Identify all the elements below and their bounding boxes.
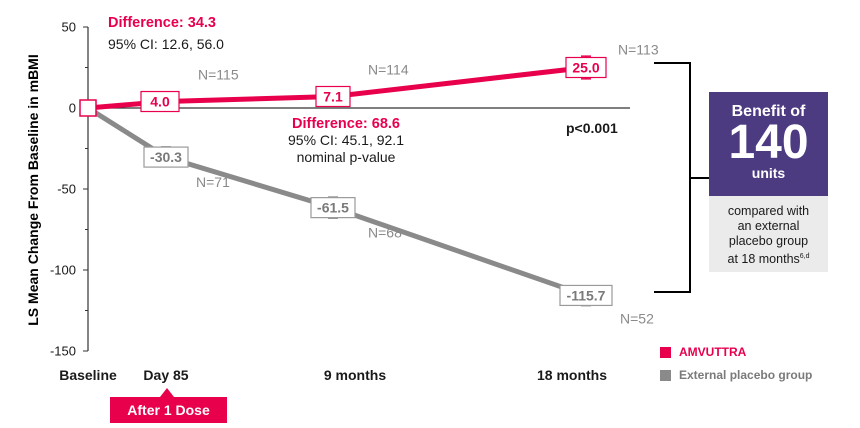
data-label-placebo: -61.5	[317, 200, 349, 216]
data-label-box-placebo	[143, 146, 189, 168]
legend-item-placebo: External placebo group	[660, 368, 812, 382]
difference-1-heading: Difference: 34.3	[108, 15, 216, 31]
data-label-box-placebo	[559, 284, 613, 307]
legend-swatch-placebo	[660, 369, 671, 381]
benefit-note-line: compared with	[727, 204, 810, 218]
y-tick-label: -50	[57, 182, 76, 197]
chart-plot: 4.0 7.1 25.0 -30.3 -61.5 -115.7 N=115 N=114 N=11…	[79, 42, 659, 326]
y-axis-label: LS Mean Change From Baseline in mBMI	[25, 54, 41, 326]
chart-axes: 50 0 -50 -100 -150 Baseline Day 85 9 months 18 m…	[50, 20, 630, 383]
after-dose-badge: After 1 Dose	[110, 397, 227, 423]
y-tick-label: -150	[50, 344, 76, 359]
n-label-placebo: N=68	[368, 225, 402, 241]
series-line-placebo	[86, 105, 587, 298]
y-tick-label: 50	[62, 20, 76, 35]
data-label-box-amvuttra	[565, 56, 607, 79]
benefit-note-line: an external	[737, 219, 800, 233]
benefit-note: compared with an external placebo group …	[709, 196, 828, 272]
x-tick-label: 18 months	[537, 367, 607, 383]
benefit-note-line: placebo group	[728, 234, 809, 248]
legend-label-placebo: External placebo group	[679, 368, 813, 382]
legend-label-amvuttra: AMVUTTRA	[679, 345, 747, 359]
n-label-placebo: N=71	[196, 174, 230, 190]
benefit-line1: Benefit of	[731, 103, 806, 120]
after-dose-pointer	[160, 388, 174, 397]
benefit-bracket	[654, 62, 709, 293]
data-label-placebo: -30.3	[150, 149, 182, 165]
data-label-box-placebo	[310, 197, 356, 219]
n-label-placebo: N=52	[620, 310, 654, 326]
x-tick-label: Baseline	[59, 367, 117, 383]
data-label-amvuttra: 4.0	[150, 94, 170, 110]
difference-2-note: nominal p-value	[297, 149, 396, 165]
difference-2-heading: Difference: 68.6	[292, 116, 400, 132]
data-label-placebo: -115.7	[567, 287, 606, 303]
legend-swatch-amvuttra	[660, 346, 671, 358]
n-label-amvuttra: N=114	[368, 61, 409, 77]
difference-1-ci: 95% CI: 12.6, 56.0	[108, 36, 224, 52]
series-line-amvuttra	[87, 65, 587, 111]
benefit-note-line: at 18 months6,d	[727, 252, 810, 267]
benefit-units: units	[751, 165, 786, 181]
y-tick-label: -100	[50, 263, 76, 278]
data-label-amvuttra: 7.1	[323, 88, 343, 104]
difference-2-ci: 95% CI: 45.1, 92.1	[288, 132, 404, 148]
n-label-amvuttra: N=115	[198, 67, 239, 83]
x-tick-label: Day 85	[143, 367, 188, 383]
baseline-marker	[79, 99, 97, 117]
p-value: p<0.001	[566, 120, 618, 136]
benefit-box: Benefit of 140 units	[709, 92, 828, 196]
n-label-amvuttra: N=113	[618, 42, 659, 58]
benefit-note-footnote: 6,d	[799, 253, 810, 260]
x-tick-label: 9 months	[324, 367, 386, 383]
data-label-amvuttra: 25.0	[572, 60, 599, 76]
legend-item-amvuttra: AMVUTTRA	[660, 345, 746, 359]
data-label-box-amvuttra	[140, 90, 180, 113]
benefit-number: 140	[728, 116, 809, 169]
y-tick-label: 0	[69, 101, 76, 116]
data-label-box-amvuttra	[315, 85, 351, 108]
